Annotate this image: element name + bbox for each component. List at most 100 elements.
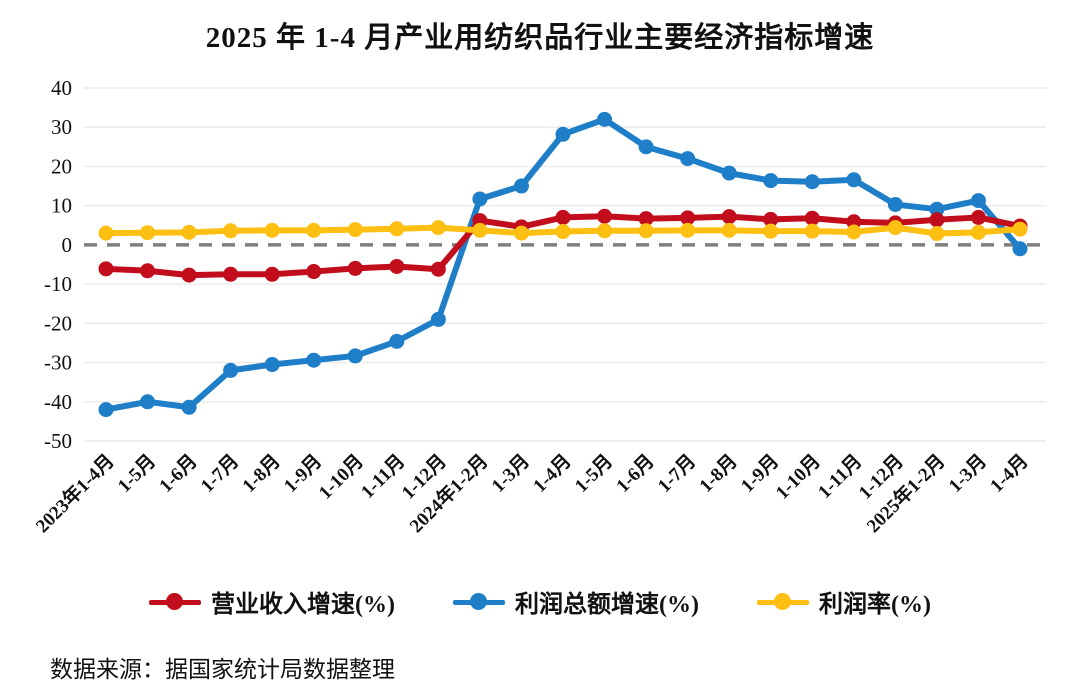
data-point-marker [140, 263, 156, 279]
x-axis-tick-label: 1-6月 [612, 451, 658, 497]
data-point-marker [721, 165, 737, 181]
data-point-marker [472, 191, 488, 207]
data-point-marker [597, 111, 613, 127]
x-axis-tick-label: 1-10月 [315, 451, 368, 504]
data-point-marker [347, 222, 363, 238]
data-point-marker [804, 223, 820, 239]
y-axis-tick-label: -40 [44, 390, 72, 414]
y-axis-tick-label: -20 [44, 311, 72, 335]
y-axis-tick-label: -10 [44, 272, 72, 296]
data-point-marker [430, 261, 446, 277]
x-axis-tick-label: 1-5月 [114, 451, 160, 497]
series-line [103, 116, 1023, 413]
data-point-marker [306, 222, 322, 238]
data-point-marker [638, 139, 654, 155]
series-营业收入增速(%) [98, 208, 1028, 283]
data-point-marker [680, 210, 696, 226]
y-axis-tick-label: -30 [44, 351, 72, 375]
data-point-marker [763, 223, 779, 239]
legend-label-profit-margin: 利润率(%) [818, 592, 931, 618]
x-axis-tick-label: 1-7月 [654, 451, 700, 497]
data-point-marker [389, 221, 405, 237]
legend-item-revenue-growth: 营业收入增速(%) [149, 584, 395, 619]
data-point-marker [597, 208, 613, 224]
x-axis-tick-label: 1-3月 [488, 451, 534, 497]
data-point-marker [763, 173, 779, 189]
line-chart-plot-area: 403020100-10-20-30-40-502023年1-4月1-5月1-6… [31, 76, 1046, 537]
data-point-marker [929, 212, 945, 228]
data-point-marker [306, 264, 322, 280]
x-axis-tick-label: 1-8月 [239, 451, 285, 497]
data-point-marker [1012, 241, 1028, 257]
data-point-marker [970, 224, 986, 240]
data-point-marker [597, 223, 613, 239]
x-axis-tick-label: 1-3月 [945, 451, 991, 497]
data-point-marker [264, 266, 280, 282]
x-axis-tick-label: 1-8月 [696, 451, 742, 497]
data-point-marker [970, 193, 986, 209]
profit-line-marker-icon [453, 592, 505, 612]
data-point-marker [763, 211, 779, 227]
data-point-marker [804, 210, 820, 226]
legend-label-revenue-growth: 营业收入增速(%) [211, 592, 395, 618]
chart-legend: 营业收入增速(%) 利润总额增速(%) 利润率(%) [0, 584, 1080, 619]
data-point-marker [638, 211, 654, 227]
margin-line-marker-icon [756, 592, 809, 612]
data-point-marker [929, 226, 945, 242]
data-point-marker [389, 333, 405, 349]
y-axis-tick-label: -50 [44, 429, 72, 453]
y-axis-tick-label: 40 [51, 76, 72, 100]
y-axis-tick-label: 30 [51, 115, 72, 139]
x-axis-tick-label: 2023年1-4月 [31, 449, 119, 537]
data-point-marker [140, 394, 156, 410]
data-point-marker [430, 311, 446, 327]
data-point-marker [98, 261, 114, 277]
revenue-line-marker-icon [149, 592, 202, 612]
data-point-marker [970, 209, 986, 225]
legend-item-profit-margin: 利润率(%) [756, 584, 931, 619]
data-point-marker [680, 222, 696, 238]
y-axis-tick-label: 0 [62, 233, 73, 257]
x-axis-tick-label: 1-7月 [197, 451, 243, 497]
data-point-marker [181, 224, 197, 240]
data-point-marker [306, 352, 322, 368]
data-point-marker [804, 174, 820, 190]
x-axis-tick-label: 1-6月 [155, 451, 201, 497]
data-point-marker [430, 220, 446, 236]
legend-item-profit-growth: 利润总额增速(%) [453, 584, 699, 619]
data-point-marker [721, 222, 737, 238]
data-point-marker [98, 225, 114, 241]
data-point-marker [721, 209, 737, 225]
data-point-marker [98, 402, 114, 418]
x-axis-tick-label: 1-4月 [529, 451, 575, 497]
x-axis-tick-label: 1-11月 [814, 451, 866, 503]
data-point-marker [846, 172, 862, 188]
data-point-marker [223, 362, 239, 378]
legend-label-profit-growth: 利润总额增速(%) [515, 592, 699, 618]
data-point-marker [181, 399, 197, 415]
data-point-marker [472, 222, 488, 238]
series-利润率(%) [98, 220, 1028, 242]
data-point-marker [223, 223, 239, 239]
chart-title: 2025 年 1-4 月产业用纺织品行业主要经济指标增速 [205, 22, 875, 54]
data-point-marker [887, 220, 903, 236]
data-point-marker [555, 224, 571, 240]
data-point-marker [140, 225, 156, 241]
y-axis-tick-label: 20 [51, 154, 72, 178]
x-axis-tick-label: 1-4月 [986, 451, 1032, 497]
x-axis-tick-label: 1-5月 [571, 451, 617, 497]
data-point-marker [347, 260, 363, 276]
data-point-marker [347, 348, 363, 364]
data-point-marker [680, 151, 696, 167]
gridlines-and-yaxis: 40 30 20 10 0 -10 -20 -30 -40 -50 [44, 76, 1046, 453]
data-point-marker [887, 196, 903, 212]
x-axis-tick-label: 1-10月 [772, 451, 825, 504]
data-point-marker [555, 209, 571, 225]
data-point-marker [513, 225, 529, 241]
data-point-marker [264, 222, 280, 238]
series-利润总额增速(%) [98, 111, 1028, 418]
y-axis-tick-label: 10 [51, 194, 72, 218]
data-point-marker [181, 267, 197, 283]
data-point-marker [389, 258, 405, 274]
